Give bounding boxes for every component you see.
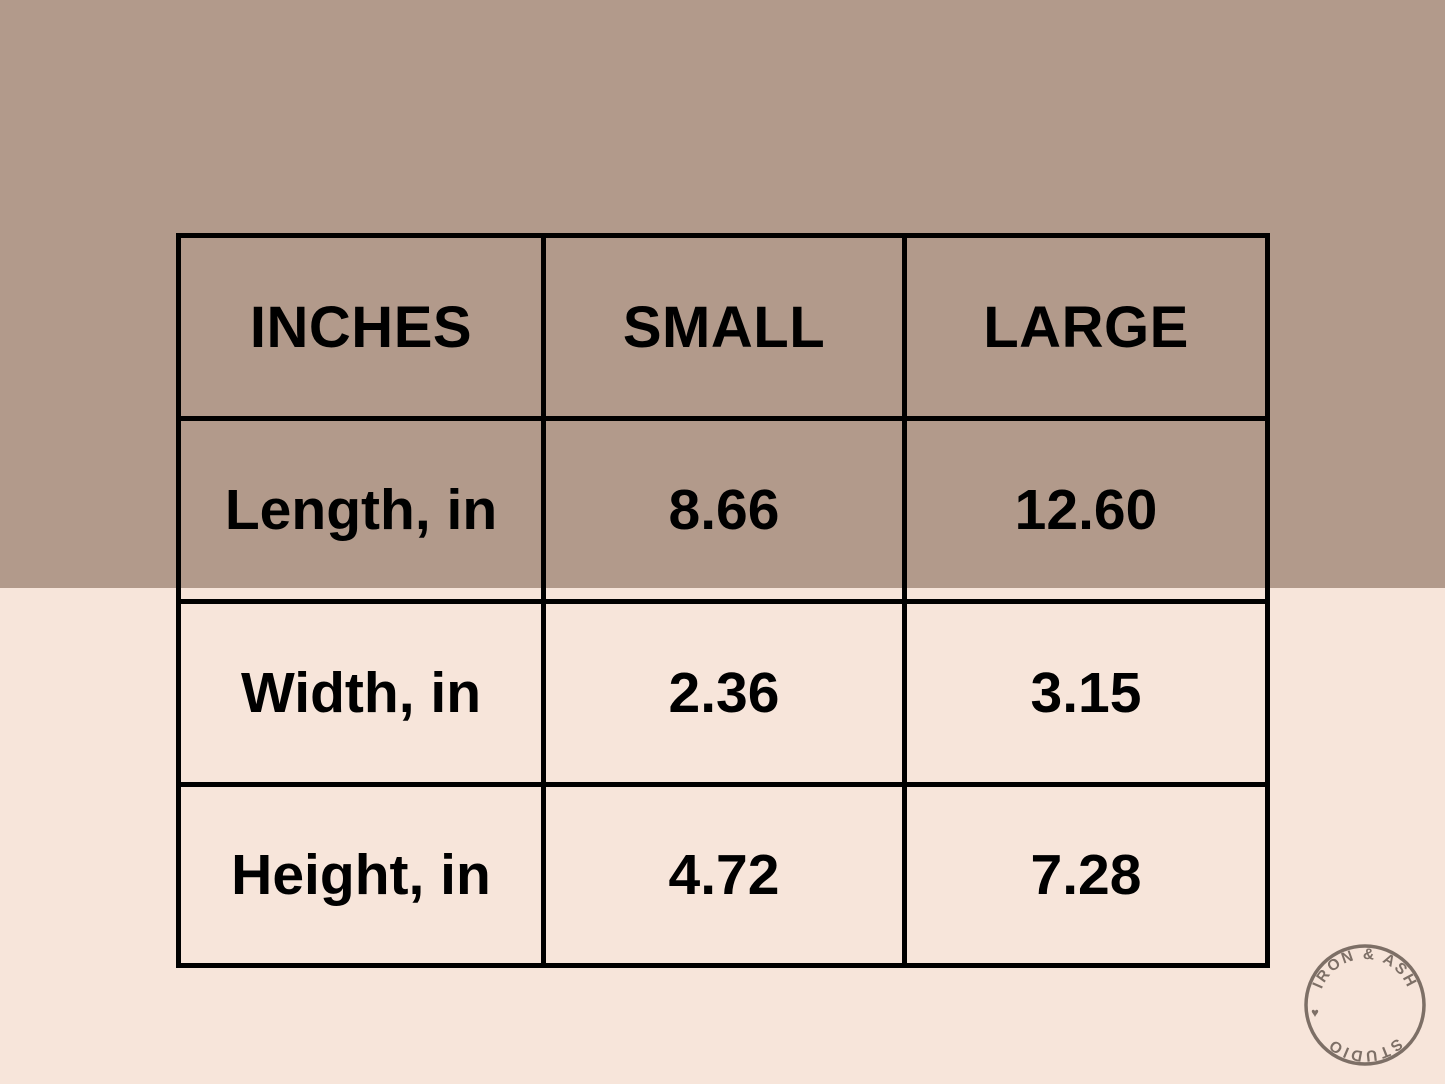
column-header-small: SMALL	[541, 233, 907, 421]
stamp-bottom-arc-label: STUDIO	[1325, 1035, 1406, 1065]
heart-icon: ♥	[1311, 1005, 1319, 1020]
brand-stamp-logo: IRON & ASH STUDIO ♥	[1299, 939, 1431, 1071]
stamp-top-arc-textpath: IRON & ASH	[1310, 946, 1418, 992]
size-chart-table: INCHES SMALL LARGE Length, in 8.66 12.60…	[176, 233, 1270, 968]
cell-length-large: 12.60	[902, 416, 1270, 604]
cell-width-large: 3.15	[902, 599, 1270, 787]
stamp-bottom-arc-textpath: STUDIO	[1325, 1035, 1404, 1065]
stamp-top-arc-label: IRON & ASH	[1310, 946, 1421, 992]
cell-length-small: 8.66	[541, 416, 907, 604]
cell-height-large: 7.28	[902, 782, 1270, 968]
stamp-outer-ring-icon	[1304, 944, 1426, 1066]
column-header-inches: INCHES	[176, 233, 546, 421]
cell-height-small: 4.72	[541, 782, 907, 968]
table-header-row: INCHES SMALL LARGE	[176, 233, 1270, 421]
table-row: Height, in 4.72 7.28	[176, 782, 1270, 968]
table-row: Width, in 2.36 3.15	[176, 599, 1270, 787]
cell-width-small: 2.36	[541, 599, 907, 787]
column-header-large: LARGE	[902, 233, 1270, 421]
table-row: Length, in 8.66 12.60	[176, 416, 1270, 604]
row-label-width: Width, in	[176, 599, 546, 787]
row-label-length: Length, in	[176, 416, 546, 604]
row-label-height: Height, in	[176, 782, 546, 968]
